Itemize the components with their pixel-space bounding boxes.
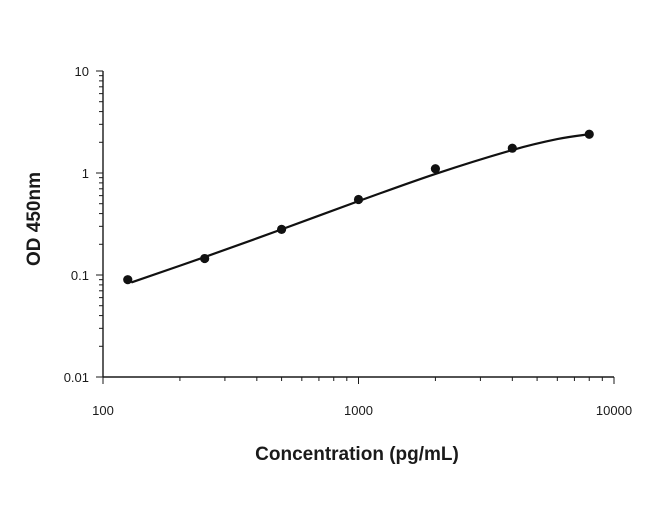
x-tick-label: 1000 xyxy=(344,403,373,418)
y-axis-title: OD 450nm xyxy=(24,172,45,266)
data-point xyxy=(507,143,517,153)
y-tick-label: 0.1 xyxy=(71,268,89,283)
y-tick-label: 1 xyxy=(82,166,89,181)
x-axis-title: Concentration (pg/mL) xyxy=(255,444,459,465)
data-point xyxy=(276,224,287,234)
data-points-layer xyxy=(123,129,594,285)
data-point xyxy=(200,253,210,264)
axis-labels-layer: Concentration (pg/mL) OD 450nm xyxy=(24,172,459,465)
data-point xyxy=(123,275,133,285)
x-tick-label: 100 xyxy=(92,403,114,418)
y-tick-label: 0.01 xyxy=(64,370,89,385)
fit-curve xyxy=(131,133,591,284)
axes: 10 1 0.1 0.01 100 1000 10000 xyxy=(64,64,632,418)
data-point xyxy=(430,164,441,174)
y-tick-label: 10 xyxy=(75,64,89,79)
x-tick-label: 10000 xyxy=(596,403,632,418)
data-point xyxy=(353,194,364,205)
data-point xyxy=(584,129,594,139)
fit-curve-layer xyxy=(131,133,591,284)
